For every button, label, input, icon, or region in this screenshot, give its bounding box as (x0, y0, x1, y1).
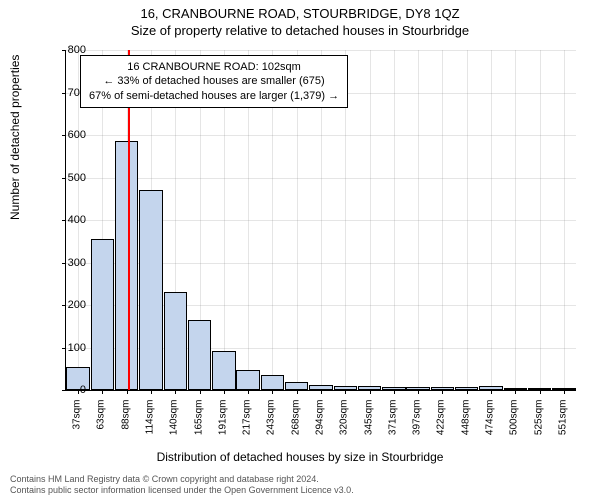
gridline-v (467, 50, 468, 390)
xtick-label: 371sqm (387, 400, 398, 460)
xtick-label: 525sqm (533, 400, 544, 460)
histogram-bar (188, 320, 211, 390)
gridline-v (491, 50, 492, 390)
histogram-bar (212, 351, 235, 390)
xtick-label: 37sqm (72, 400, 83, 460)
subtitle: Size of property relative to detached ho… (0, 21, 600, 38)
xtick-label: 63sqm (96, 400, 107, 460)
ytick-label: 100 (46, 342, 86, 354)
xtick-mark (370, 390, 371, 394)
xtick-mark (345, 390, 346, 394)
xtick-mark (418, 390, 419, 394)
xtick-mark (175, 390, 176, 394)
footer-line-2: Contains public sector information licen… (10, 485, 354, 496)
xtick-label: 448sqm (460, 400, 471, 460)
xtick-mark (297, 390, 298, 394)
figure-container: 16, CRANBOURNE ROAD, STOURBRIDGE, DY8 1Q… (0, 0, 600, 500)
xtick-mark (102, 390, 103, 394)
histogram-bar (261, 375, 284, 390)
xtick-label: 217sqm (242, 400, 253, 460)
xtick-mark (272, 390, 273, 394)
xtick-label: 191sqm (217, 400, 228, 460)
annotation-line-3: 67% of semi-detached houses are larger (… (89, 89, 339, 103)
xtick-mark (200, 390, 201, 394)
xtick-label: 551sqm (557, 400, 568, 460)
xtick-mark (321, 390, 322, 394)
gridline-v (515, 50, 516, 390)
footer-line-1: Contains HM Land Registry data © Crown c… (10, 474, 354, 485)
xtick-label: 397sqm (412, 400, 423, 460)
xtick-mark (127, 390, 128, 394)
gridline-v (370, 50, 371, 390)
xtick-mark (491, 390, 492, 394)
ytick-label: 0 (46, 384, 86, 396)
xtick-label: 114sqm (145, 400, 156, 460)
histogram-bar (285, 382, 308, 390)
xtick-label: 320sqm (339, 400, 350, 460)
xtick-mark (248, 390, 249, 394)
xtick-label: 422sqm (436, 400, 447, 460)
xtick-mark (394, 390, 395, 394)
ytick-label: 300 (46, 257, 86, 269)
footer-attribution: Contains HM Land Registry data © Crown c… (10, 474, 354, 496)
xtick-mark (467, 390, 468, 394)
gridline-v (418, 50, 419, 390)
xtick-label: 243sqm (266, 400, 277, 460)
gridline-v (394, 50, 395, 390)
ytick-label: 200 (46, 299, 86, 311)
annotation-line-1: 16 CRANBOURNE ROAD: 102sqm (89, 60, 339, 74)
xtick-mark (515, 390, 516, 394)
gridline-v (564, 50, 565, 390)
xtick-label: 345sqm (363, 400, 374, 460)
xtick-mark (151, 390, 152, 394)
annotation-box: 16 CRANBOURNE ROAD: 102sqm← 33% of detac… (80, 55, 348, 108)
annotation-line-2: ← 33% of detached houses are smaller (67… (89, 74, 339, 88)
xtick-label: 140sqm (169, 400, 180, 460)
xtick-label: 500sqm (509, 400, 520, 460)
ytick-label: 500 (46, 172, 86, 184)
gridline-v (540, 50, 541, 390)
histogram-bar (91, 239, 114, 390)
address-title: 16, CRANBOURNE ROAD, STOURBRIDGE, DY8 1Q… (0, 0, 600, 21)
ytick-label: 600 (46, 129, 86, 141)
xtick-mark (442, 390, 443, 394)
histogram-bar (139, 190, 162, 390)
xtick-label: 165sqm (193, 400, 204, 460)
xtick-mark (564, 390, 565, 394)
histogram-bar (115, 141, 138, 390)
y-axis-label: Number of detached properties (8, 55, 22, 220)
histogram-bar (164, 292, 187, 390)
xtick-label: 294sqm (315, 400, 326, 460)
gridline-v (442, 50, 443, 390)
xtick-mark (540, 390, 541, 394)
ytick-label: 400 (46, 214, 86, 226)
xtick-mark (224, 390, 225, 394)
xtick-label: 268sqm (290, 400, 301, 460)
histogram-bar (236, 370, 259, 390)
xtick-label: 474sqm (485, 400, 496, 460)
xtick-label: 88sqm (120, 400, 131, 460)
